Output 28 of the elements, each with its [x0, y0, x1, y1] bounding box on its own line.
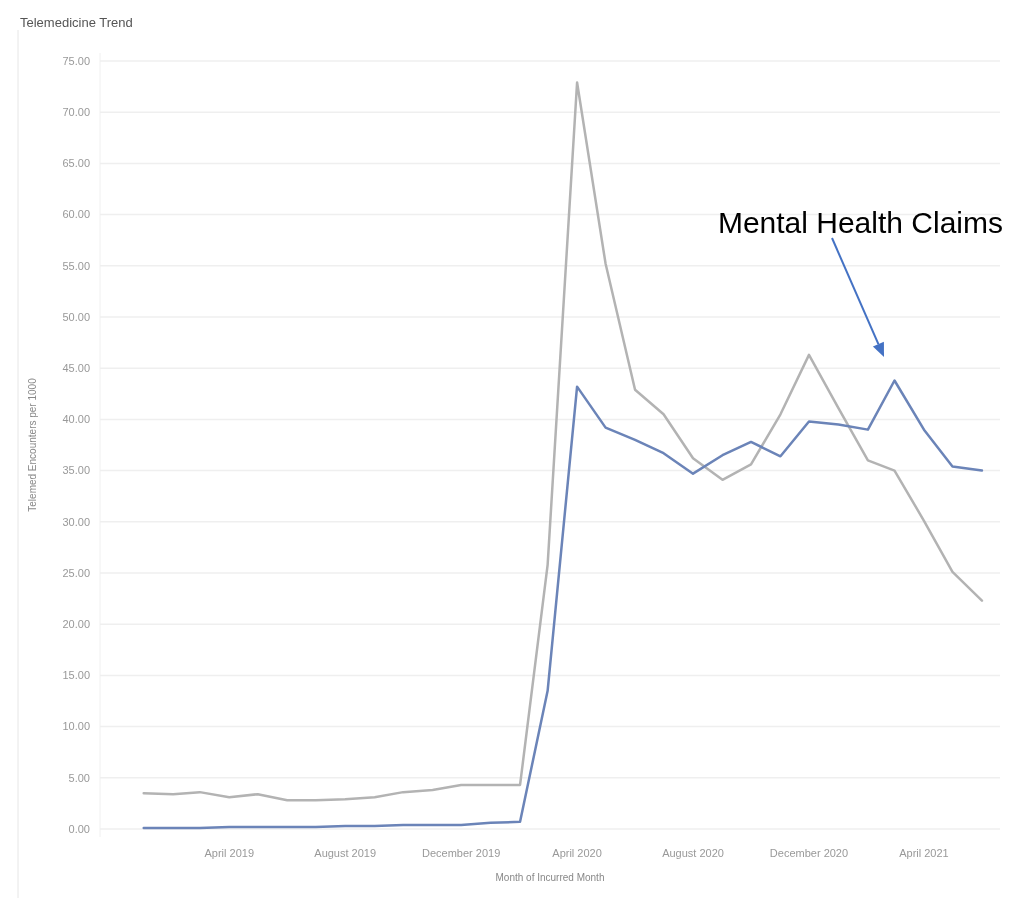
y-tick-label: 55.00	[62, 259, 90, 272]
y-tick-label: 65.00	[62, 157, 90, 170]
x-tick-label: August 2019	[314, 847, 377, 859]
x-tick-label: April 2019	[204, 847, 255, 859]
annotation: Mental Health Claims	[717, 206, 1003, 239]
y-tick-label: 5.00	[68, 771, 90, 784]
x-tick-label: April 2020	[552, 847, 602, 859]
y-tick-label: 20.00	[62, 618, 90, 631]
y-tick-label: 40.00	[62, 413, 90, 426]
y-axis-title: Telemed Encounters per 1000	[27, 377, 38, 512]
x-axis-title: Month of Incurred Month	[495, 872, 605, 883]
y-tick-label: 0.00	[68, 822, 90, 835]
chart-title: Telemedicine Trend	[20, 15, 133, 30]
y-tick-label: 50.00	[62, 310, 90, 323]
y-tick-label: 45.00	[62, 362, 90, 375]
y-tick-label: 35.00	[62, 464, 90, 477]
y-tick-label: 25.00	[62, 566, 90, 579]
line-series	[142, 379, 984, 830]
y-tick-label: 15.00	[62, 669, 90, 682]
x-tick-label: August 2020	[662, 847, 724, 859]
x-tick-label: December 2019	[422, 847, 501, 859]
y-tick-label: 30.00	[62, 515, 90, 528]
y-tick-label: 75.00	[62, 54, 90, 67]
y-tick-label: 10.00	[62, 720, 90, 733]
y-tick-label: 60.00	[62, 208, 90, 221]
x-tick-label: December 2020	[769, 847, 849, 859]
x-tick-label: April 2021	[899, 847, 949, 859]
y-tick-label: 70.00	[62, 106, 90, 119]
